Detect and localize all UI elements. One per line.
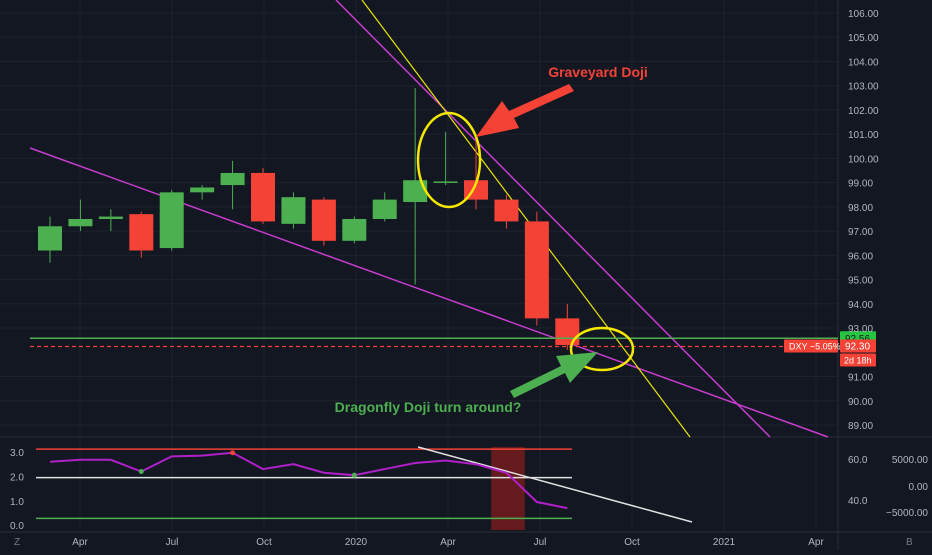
candle-body: [433, 181, 458, 183]
price-tick-label: 102.00: [848, 106, 879, 117]
candle-body: [220, 172, 245, 186]
candle-body: [524, 221, 549, 319]
candle-body: [311, 199, 336, 241]
price-tick-label: 93.00: [848, 324, 873, 335]
candle-body: [68, 218, 93, 227]
candle-body: [129, 214, 154, 251]
x-tick-label: Jul: [166, 537, 179, 548]
candle-body: [251, 172, 276, 222]
graveyard-arrow: [476, 84, 574, 137]
osc-far-right-tick: 5000.00: [892, 455, 929, 466]
price-tick-label: 98.00: [848, 203, 873, 214]
osc-left-tick: 1.0: [10, 497, 24, 508]
x-tick-label: Jul: [534, 537, 547, 548]
price-tick-label: 104.00: [848, 57, 879, 68]
osc-far-right-tick: 0.00: [909, 482, 929, 493]
price-tick-label: 91.00: [848, 373, 873, 384]
x-tick-label: Oct: [624, 537, 640, 548]
price-tick-label: 99.00: [848, 179, 873, 190]
oscillator-line: [49, 451, 568, 510]
dragonfly-arrow: [510, 352, 598, 398]
axes: 106.00 105.00 104.00 103.00 102.00 101.00 100.…: [10, 9, 928, 548]
countdown-badge: [840, 353, 876, 367]
price-tick-label: 89.00: [848, 421, 873, 432]
upper-trendline: [335, 0, 771, 438]
candle-body: [555, 318, 580, 346]
candle-body: [403, 180, 428, 203]
dragonfly-doji-label: Dragonfly Doji turn around?: [335, 399, 522, 415]
price-tick-label: 90.00: [848, 397, 873, 408]
current-price-badge: [840, 339, 876, 353]
price-tick-label: 100.00: [848, 154, 879, 165]
price-tick-label: 101.00: [848, 130, 879, 141]
price-tick-label: 96.00: [848, 251, 873, 262]
dragonfly-doji-ellipse: [569, 326, 635, 372]
candles: [38, 88, 580, 350]
symbol-change-label: DXY −5.05%: [789, 342, 841, 352]
osc-right-tick: 60.0: [848, 455, 868, 466]
x-tick-label: 2020: [345, 537, 368, 548]
x-tick-label: Apr: [72, 537, 88, 548]
graveyard-doji-ellipse: [416, 111, 482, 209]
bottom-right-icon: B: [906, 537, 913, 548]
price-tick-label: 95.00: [848, 276, 873, 287]
oscillator-marker: [138, 469, 144, 475]
candle-body: [38, 226, 62, 251]
x-tick-label: 2021: [713, 537, 736, 548]
current-price-label: 92.30: [845, 342, 870, 353]
candle-body: [98, 216, 123, 219]
osc-left-tick: 0.0: [10, 521, 24, 532]
oscillator-marker: [351, 472, 357, 478]
candle-body: [494, 199, 519, 222]
candle-body: [159, 192, 184, 249]
timezone-icon: Z: [14, 537, 20, 548]
oscillator-trendline: [417, 446, 693, 523]
candle-body: [281, 197, 306, 224]
osc-right-tick: 40.0: [848, 496, 868, 507]
price-tick-label: 106.00: [848, 9, 879, 20]
graveyard-doji-label: Graveyard Doji: [548, 64, 648, 80]
price-tick-label: 94.00: [848, 300, 873, 311]
symbol-change-badge: [784, 339, 838, 353]
oscillator-highlight: [491, 447, 525, 530]
osc-far-right-tick: −5000.00: [886, 508, 928, 519]
osc-left-tick: 2.0: [10, 472, 24, 483]
x-tick-label: Apr: [808, 537, 824, 548]
price-tick-label: 103.00: [848, 82, 879, 93]
osc-left-tick: 3.0: [10, 448, 24, 459]
x-tick-label: Apr: [440, 537, 456, 548]
price-tick-label: 97.00: [848, 227, 873, 238]
candle-body: [342, 218, 367, 241]
oscillator-pane: [36, 446, 693, 530]
annotations: Graveyard Doji Dragonfly Doji turn around…: [335, 64, 648, 415]
price-tick-label: 105.00: [848, 33, 879, 44]
candle-body: [190, 187, 215, 193]
yellow-trendline: [361, 0, 691, 438]
candle-body: [372, 199, 397, 219]
countdown-label: 2d 18h: [844, 356, 872, 366]
oscillator-marker: [230, 450, 236, 456]
x-tick-label: Oct: [256, 537, 272, 548]
